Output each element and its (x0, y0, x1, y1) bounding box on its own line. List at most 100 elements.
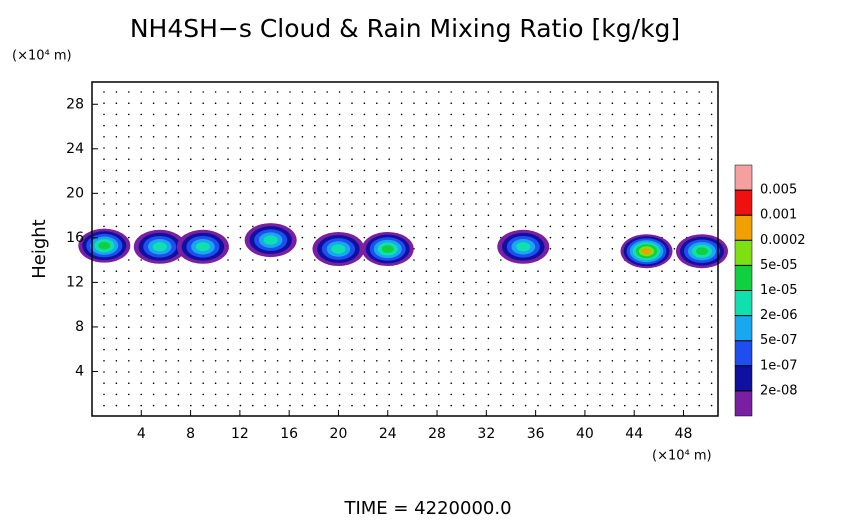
grid-dot (462, 259, 465, 261)
grid-dot (462, 304, 465, 306)
grid-dot (673, 225, 676, 228)
colorbar-label: 0.0002 (760, 233, 806, 248)
grid-dot (599, 203, 601, 205)
grid-dot (599, 382, 601, 385)
grid-dot (252, 102, 254, 104)
grid-dot (301, 91, 304, 93)
grid-dot (190, 136, 192, 138)
grid-dot (227, 393, 229, 396)
grid-dot (413, 169, 415, 172)
grid-dot (103, 348, 105, 351)
grid-dot (252, 371, 254, 373)
grid-dot (388, 91, 391, 93)
grid-dot (252, 337, 254, 340)
grid-dot (338, 192, 341, 194)
grid-dot (227, 326, 229, 329)
grid-dot (549, 248, 552, 250)
grid-dot (239, 248, 242, 250)
grid-dot (276, 259, 279, 261)
grid-dot (624, 292, 626, 295)
grid-dot (165, 360, 167, 362)
grid-dot (103, 281, 105, 284)
grid-dot (128, 304, 130, 306)
grid-dot (524, 270, 527, 273)
grid-dot (611, 169, 614, 172)
grid-dot (264, 102, 267, 104)
grid-dot (314, 147, 316, 149)
grid-dot (562, 382, 564, 385)
grid-dot (276, 169, 279, 172)
grid-dot (376, 225, 378, 228)
grid-dot (562, 203, 564, 205)
grid-dot (537, 147, 539, 149)
grid-dot (562, 348, 564, 351)
grid-dot (599, 304, 601, 306)
grid-dot (227, 360, 229, 362)
grid-dot (152, 393, 155, 396)
colorbar-swatch (734, 290, 753, 316)
grid-dot (152, 158, 155, 160)
grid-dot (264, 348, 267, 351)
grid-dot (462, 169, 465, 172)
grid-dot (338, 348, 341, 351)
grid-dot (450, 91, 453, 93)
grid-dot (648, 158, 651, 160)
grid-dot (537, 203, 539, 205)
grid-dot (673, 404, 676, 407)
grid-dot (475, 248, 477, 250)
grid-dot (388, 371, 391, 373)
grid-dot (586, 337, 589, 340)
grid-dot (363, 180, 366, 183)
grid-dot (425, 91, 428, 93)
grid-dot (475, 158, 477, 160)
grid-dot (326, 270, 329, 273)
grid-dot (276, 281, 279, 284)
grid-dot (252, 147, 254, 149)
grid-dot (487, 315, 490, 317)
y-tick-label: 20 (66, 185, 84, 201)
grid-dot (574, 281, 576, 284)
grid-dot (710, 281, 713, 284)
grid-dot (214, 158, 217, 160)
grid-dot (152, 337, 155, 340)
grid-dot (190, 102, 192, 104)
grid-dot (624, 225, 626, 228)
grid-dot (115, 292, 118, 295)
grid-dot (475, 292, 477, 295)
grid-dot (648, 304, 651, 306)
grid-dot (710, 292, 713, 295)
grid-dot (351, 371, 353, 373)
grid-dot (103, 124, 105, 127)
grid-dot (351, 113, 353, 116)
grid-dot (103, 91, 105, 93)
colorbar-label: 0.005 (760, 183, 797, 198)
grid-dot (686, 113, 688, 116)
grid-dot (611, 393, 614, 396)
grid-dot (351, 147, 353, 149)
grid-dot (562, 180, 564, 183)
grid-dot (512, 315, 514, 317)
grid-dot (140, 203, 142, 205)
grid-dot (462, 147, 465, 149)
grid-dot (450, 113, 453, 116)
grid-dot (710, 348, 713, 351)
grid-dot (326, 371, 329, 373)
grid-dot (549, 192, 552, 194)
colorbar-label: 1e-05 (760, 283, 798, 298)
grid-dot (115, 371, 118, 373)
grid-dot (140, 192, 142, 194)
grid-dot (549, 214, 552, 216)
grid-dot (586, 248, 589, 250)
grid-dot (500, 281, 502, 284)
grid-dot (190, 382, 192, 385)
grid-dot (165, 102, 167, 104)
grid-dot (239, 192, 242, 194)
grid-dot (537, 270, 539, 273)
grid-dot (190, 304, 192, 306)
grid-dot (314, 259, 316, 261)
grid-dot (413, 315, 415, 317)
grid-dot (239, 225, 242, 228)
grid-dot (413, 292, 415, 295)
grid-dot (450, 360, 453, 362)
grid-dot (239, 124, 242, 127)
